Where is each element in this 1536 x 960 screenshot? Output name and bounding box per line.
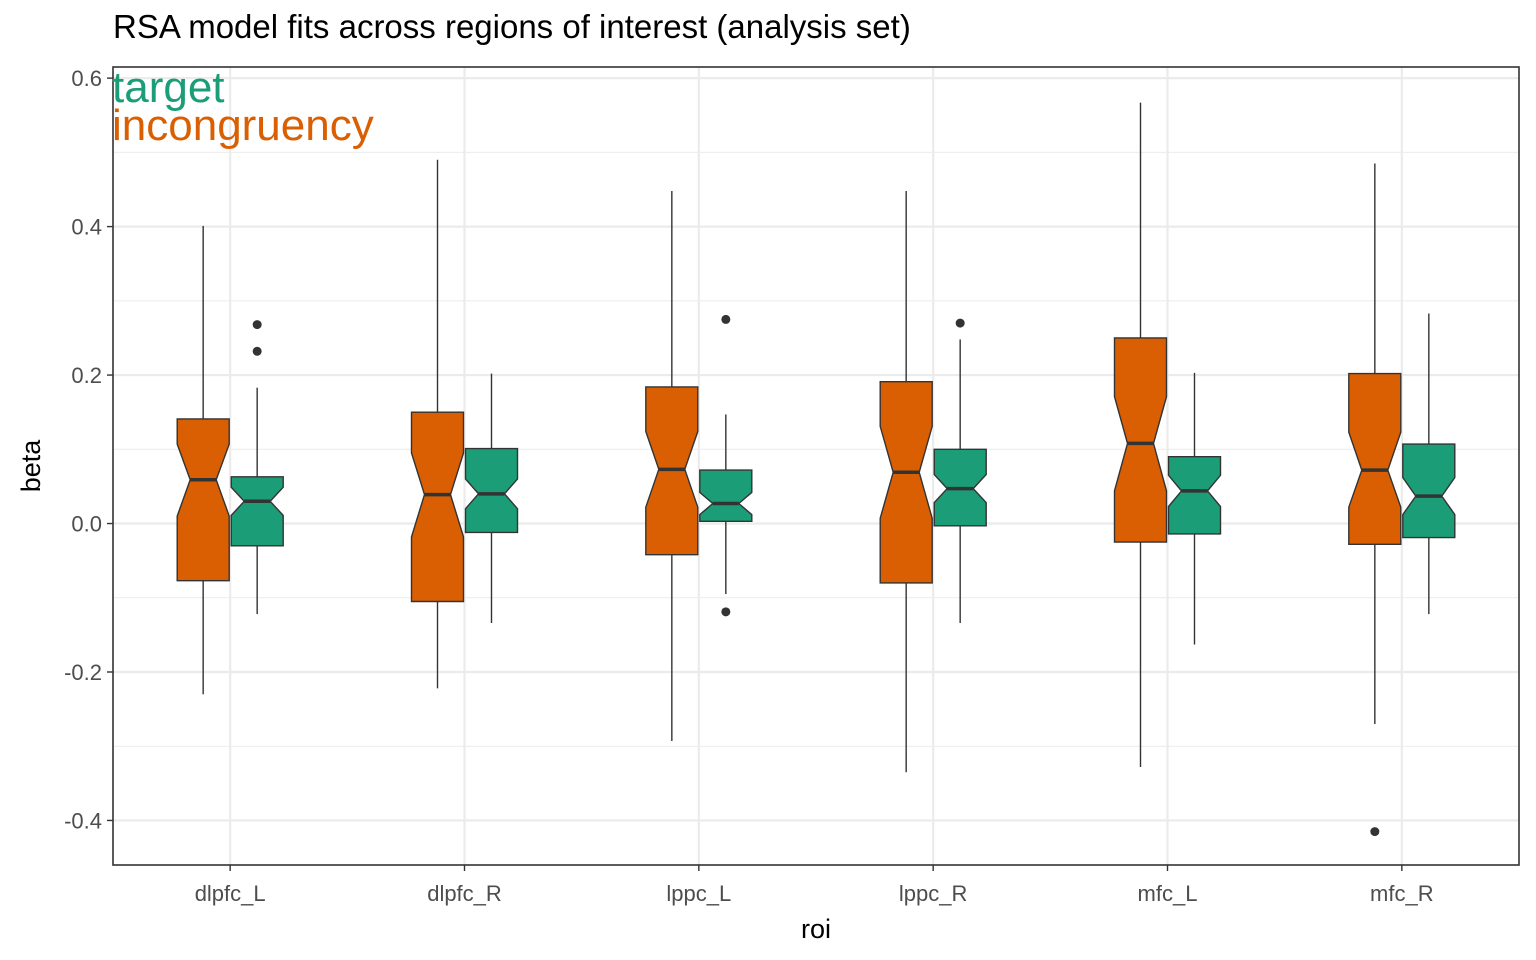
box-body (699, 469, 753, 522)
box-incongruency-dlpfc_R (410, 159, 465, 689)
legend-label-target: target (112, 63, 225, 112)
outlier-point (721, 314, 731, 324)
plot-background (113, 67, 1519, 865)
box-incongruency-lppc_R (879, 190, 933, 773)
box-body (1402, 443, 1456, 539)
y-tick-label: 0.2 (71, 363, 102, 388)
box-target-lppc_R (933, 318, 987, 624)
y-tick-label: 0.6 (71, 66, 102, 91)
x-axis-title: roi (801, 914, 831, 944)
box-incongruency-mfc_L (1113, 102, 1168, 768)
box-incongruency-mfc_R (1348, 163, 1402, 837)
y-tick-label: -0.4 (64, 808, 102, 833)
y-tick-label: 0.0 (71, 512, 102, 537)
outlier-point (252, 346, 262, 356)
box-body (1113, 337, 1168, 543)
box-incongruency-dlpfc_L (176, 225, 230, 695)
legend-label-incongruency: incongruency (112, 101, 374, 150)
y-tick-label: -0.2 (64, 660, 102, 685)
x-tick-label: dlpfc_R (427, 881, 502, 906)
outlier-point (721, 607, 731, 617)
outlier-point (252, 320, 262, 330)
x-tick-label: lppc_L (666, 881, 731, 906)
x-tick-label: mfc_R (1370, 881, 1434, 906)
box-incongruency-lppc_L (645, 190, 699, 742)
y-axis-title: beta (16, 439, 46, 493)
box-target-dlpfc_R (464, 373, 519, 624)
box-series (176, 102, 1456, 837)
box-target-mfc_L (1167, 372, 1222, 645)
box-body (230, 476, 284, 547)
y-tick-label: 0.4 (71, 215, 102, 240)
box-target-lppc_L (699, 314, 753, 617)
box-body (176, 418, 230, 582)
box-target-dlpfc_L (230, 320, 284, 615)
box-body (1167, 456, 1222, 535)
box-body (410, 411, 465, 603)
outlier-point (1370, 827, 1380, 837)
box-body (1348, 372, 1402, 545)
x-tick-label: dlpfc_L (195, 881, 266, 906)
x-tick-label: lppc_R (899, 881, 967, 906)
box-target-mfc_R (1402, 313, 1456, 615)
plot-border (112, 66, 1520, 866)
chart-title: RSA model fits across regions of interes… (113, 8, 911, 45)
box-body (879, 381, 933, 584)
x-tick-label: mfc_L (1138, 881, 1198, 906)
outlier-point (955, 318, 965, 328)
box-body (464, 447, 519, 534)
axes: -0.4 -0.2 0.0 0.2 0.4 0.6 dlpfc_L dlpfc_R lppc_L… (64, 66, 1434, 906)
grid-lines (113, 67, 1519, 865)
